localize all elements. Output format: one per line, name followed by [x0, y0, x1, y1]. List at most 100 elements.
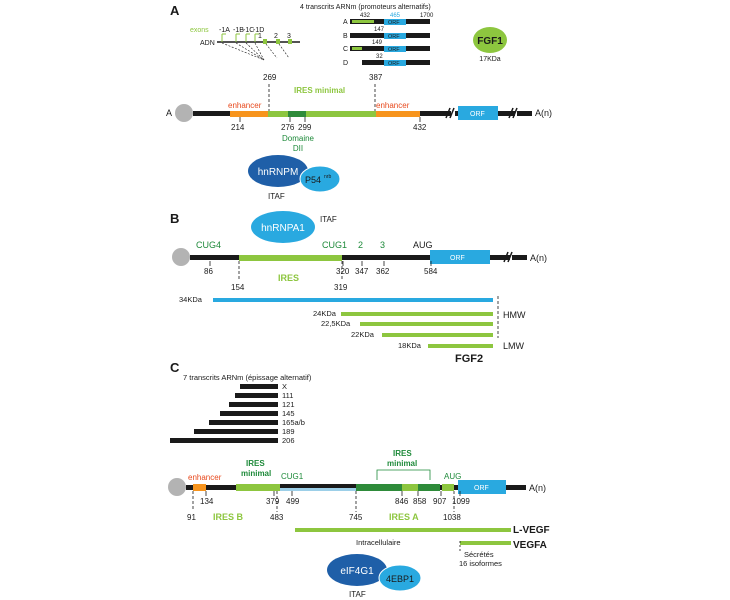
mrna-b-polya: A(n): [530, 253, 547, 263]
panel-b: B hnRNPA1 ITAF CUG4 CUG1 2 3 AUG ORF A(n…: [170, 211, 547, 365]
hnrnpm-ellipse: [248, 155, 308, 187]
panel-c: C 7 transcrits ARNm (épissage alternatif…: [168, 360, 550, 599]
splice-label-165: 165a/b: [282, 418, 305, 427]
splice-label-206: 206: [282, 436, 295, 445]
exons-label: exons: [190, 27, 209, 34]
cug1-c-label: CUG1: [281, 472, 304, 481]
break-marks-a2: [508, 107, 518, 119]
vegfa-bar: [460, 541, 511, 545]
ticks-c: [205, 491, 461, 496]
cug3-label: 3: [380, 240, 385, 250]
exon-label-2: 2: [274, 33, 278, 40]
panel-a: A exons ADN -1A -1B -1C -1D 1 2 3 4 tr: [166, 3, 552, 201]
orf-a-label: ORF: [470, 111, 485, 118]
transcript-d: D 32 ORF: [343, 54, 430, 67]
num-91: 91: [187, 513, 196, 522]
itaf-b-label: ITAF: [320, 215, 337, 224]
iso-225-bar: [360, 322, 493, 326]
ires-b-c-label: IRES B: [213, 512, 244, 522]
num-387: 387: [369, 73, 383, 82]
lvegf-label: L-VEGF: [513, 525, 550, 536]
eif4g1-ellipse: [327, 554, 387, 586]
ires-a-box-1: [356, 484, 402, 491]
num-1099: 1099: [452, 497, 470, 506]
transcripts-c-title: 7 transcrits ARNm (épissage alternatif): [183, 373, 312, 382]
hnrnpa1-label: hnRNPA1: [261, 223, 305, 234]
panel-b-label: B: [170, 211, 179, 226]
splice-label-111: 111: [282, 391, 293, 400]
enhancer-c-label: enhancer: [188, 473, 222, 482]
ires-min2-line1: IRES: [393, 449, 412, 458]
mrna-b-backbone: [190, 255, 510, 260]
num-299: 299: [298, 123, 312, 132]
ires-a-c-label: IRES A: [389, 512, 419, 522]
transcript-a-orf: ORF: [388, 20, 400, 26]
enhancer-1-label: enhancer: [228, 101, 262, 110]
splice-bar-121: [229, 402, 278, 407]
ires-min1-line1: IRES: [246, 459, 265, 468]
iso-18-label: 18KDa: [398, 341, 422, 350]
fgf1-size: 17KDa: [479, 56, 501, 63]
ires-min2-bracket: [376, 469, 431, 480]
vegfa-label: VEGFA: [513, 540, 547, 551]
transcript-d-letter: D: [343, 60, 348, 67]
exon-3-box: [288, 39, 292, 44]
exon-label-1d: -1D: [253, 27, 264, 34]
splice-label-189: 189: [282, 427, 295, 436]
mrna-c-polya: A(n): [529, 483, 546, 493]
splice-bar-189: [194, 429, 278, 434]
mrna-a-tail: [517, 111, 532, 116]
transcript-b-pos: 147: [374, 27, 385, 33]
break-marks-b: [503, 251, 513, 263]
ires-b-label: IRES: [278, 273, 299, 283]
transcript-b-orf: ORF: [388, 34, 400, 40]
num-362: 362: [376, 267, 390, 276]
exon-2-box: [276, 39, 280, 44]
iso-24-bar: [341, 312, 493, 316]
ires-a-box-4: [442, 484, 454, 491]
hnrnpa1-ellipse: [251, 211, 315, 243]
num-745: 745: [349, 513, 363, 522]
4ebp1-label: 4EBP1: [386, 574, 414, 584]
transcript-c-pos: 149: [372, 40, 383, 46]
exon-label-1: 1: [258, 33, 262, 40]
iso-18-bar: [428, 344, 493, 348]
exon-label-1b: -1B: [233, 27, 244, 34]
transcript-d-orf: ORF: [388, 61, 400, 67]
splicing-lines: [221, 42, 290, 61]
iso-22-label: 22KDa: [351, 330, 375, 339]
splice-label-121: 121: [282, 400, 295, 409]
num-1038: 1038: [443, 513, 461, 522]
break-marks-a: [445, 107, 455, 119]
ires-minimal-a-label: IRES minimal: [294, 86, 345, 95]
p54-ellipse: [299, 165, 341, 193]
transcript-a-pos: 432: [360, 13, 371, 19]
mrna-a-cap-letter: A: [166, 108, 172, 118]
num-858: 858: [413, 497, 427, 506]
ires-min1-line2: minimal: [241, 469, 271, 478]
ires-min1-box: [236, 484, 280, 491]
hmw-label: HMW: [503, 310, 526, 320]
domain-dii-line1: Domaine: [282, 134, 315, 143]
itaf-c-label: ITAF: [349, 590, 366, 599]
secretes-label: Sécrétés: [464, 550, 494, 559]
ires-min2-line2: minimal: [387, 459, 417, 468]
transcript-a: A 432 465 1700 ORF: [343, 13, 434, 26]
num-319: 319: [334, 283, 348, 292]
ires-a-left: [268, 111, 288, 117]
domain-dii-box: [288, 111, 306, 117]
mrna-c-mid: [280, 484, 356, 488]
num-584: 584: [424, 267, 438, 276]
exon-label-3: 3: [287, 33, 291, 40]
num-86: 86: [204, 267, 213, 276]
iso-34-label: 34KDa: [179, 295, 203, 304]
aug-b-label: AUG: [413, 240, 433, 250]
dashes-c: [192, 491, 455, 512]
num-499: 499: [286, 497, 300, 506]
ires-a-box-3: [418, 484, 440, 491]
orf-c-box: [458, 480, 506, 494]
splice-bar-111: [235, 393, 278, 398]
num-379: 379: [266, 497, 280, 506]
num-846: 846: [395, 497, 409, 506]
ires-a-right: [306, 111, 376, 117]
